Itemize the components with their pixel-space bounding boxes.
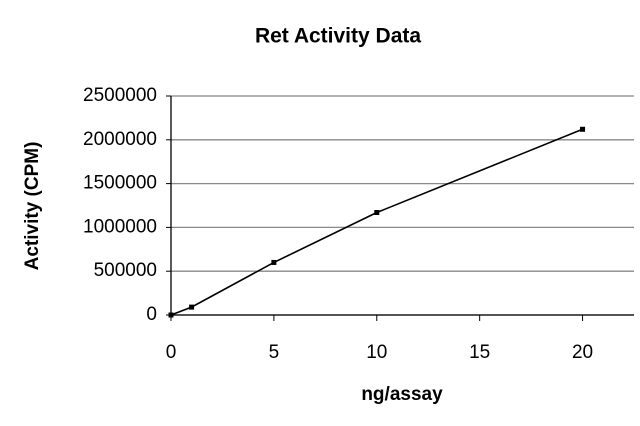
x-tick-label: 0 (166, 342, 177, 363)
chart-title: Ret Activity Data (255, 25, 421, 48)
y-tick-label: 2500000 (83, 85, 157, 106)
x-tick-label: 10 (366, 342, 387, 363)
x-tick-label: 20 (572, 342, 593, 363)
x-axis-label: ng/assay (361, 384, 443, 405)
x-tick-label: 15 (469, 342, 490, 363)
y-tick-label: 1500000 (83, 173, 157, 194)
data-point (271, 259, 277, 265)
x-tick-label: 5 (269, 342, 280, 363)
data-point (580, 126, 586, 132)
y-tick-label: 500000 (94, 260, 157, 281)
data-point (189, 304, 195, 310)
y-tick-label: 2000000 (83, 129, 157, 150)
data-point (168, 312, 174, 318)
y-tick-label: 1000000 (83, 216, 157, 237)
y-tick-label: 0 (146, 304, 157, 325)
data-point (374, 210, 380, 216)
data-line (170, 128, 583, 316)
y-axis-label: Activity (CPM) (22, 142, 43, 271)
